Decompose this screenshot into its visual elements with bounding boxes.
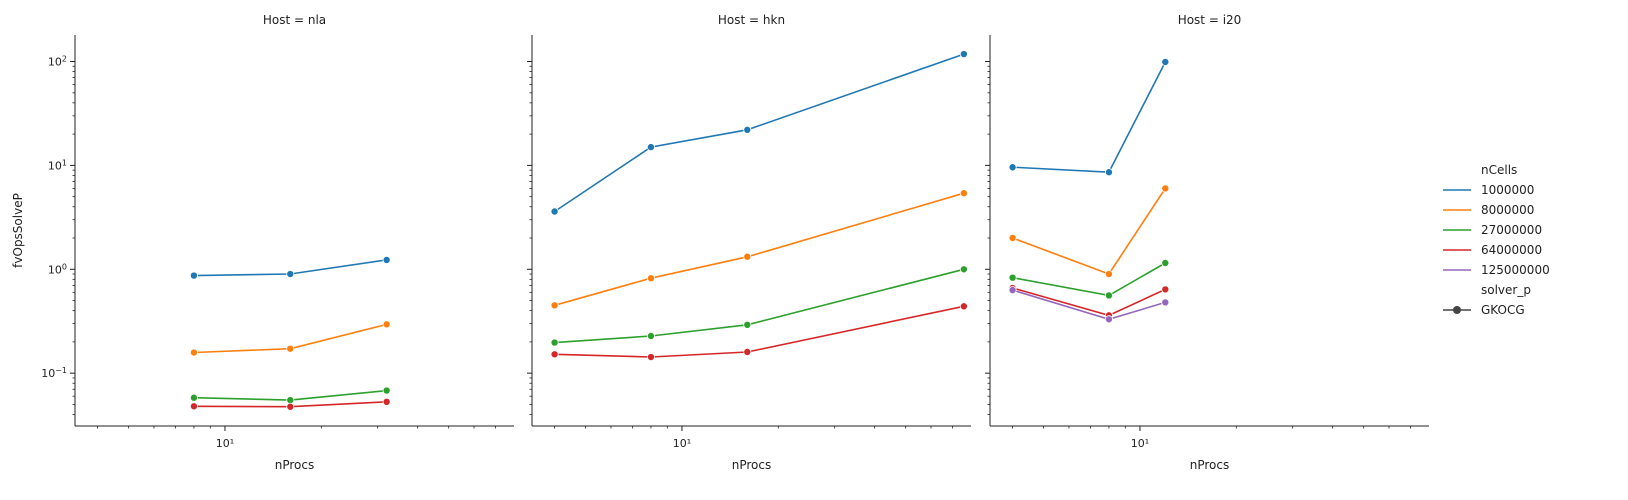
- data-point: [743, 347, 752, 356]
- data-point: [1104, 270, 1113, 279]
- series-1000000: [1008, 57, 1170, 177]
- series-line: [554, 268, 965, 344]
- y-tick-label: 101: [48, 158, 67, 173]
- data-point: [1008, 286, 1017, 295]
- data-point: [743, 320, 752, 329]
- data-point: [959, 302, 968, 311]
- y-tick-label: 10−1: [41, 366, 67, 381]
- data-point: [1161, 258, 1170, 267]
- data-point: [646, 274, 655, 283]
- data-point: [959, 265, 968, 274]
- legend-label: 64000000: [1481, 243, 1542, 257]
- x-axis-label: nProcs: [1190, 458, 1230, 472]
- series-8000000: [550, 189, 968, 310]
- data-point: [1161, 57, 1170, 66]
- series-1000000: [189, 255, 391, 280]
- data-point: [743, 125, 752, 134]
- series-27000000: [550, 265, 968, 347]
- data-point: [646, 143, 655, 152]
- data-point: [550, 350, 559, 359]
- facet-1: Host = nla 10¹ nProcs 10−1 100 101 102 fvOpsSol…: [11, 13, 514, 472]
- legend-style-marker: [1453, 306, 1461, 314]
- x-tick-label: 10¹: [1131, 437, 1149, 450]
- data-point: [189, 348, 198, 357]
- x-axis-label: nProcs: [732, 458, 772, 472]
- data-point: [1161, 285, 1170, 294]
- series-27000000: [1008, 258, 1170, 300]
- data-point: [1008, 273, 1017, 282]
- facet-3: Host = i20 10¹ nProcs: [985, 13, 1429, 472]
- series-27000000: [189, 386, 391, 405]
- legend: nCells 1000000 8000000 27000000 64000000 1250…: [1443, 163, 1550, 317]
- data-point: [1161, 184, 1170, 193]
- legend-label: 27000000: [1481, 223, 1542, 237]
- series-64000000: [550, 302, 968, 362]
- legend-label: 125000000: [1481, 263, 1550, 277]
- data-point: [959, 189, 968, 198]
- data-point: [646, 331, 655, 340]
- data-point: [1104, 168, 1113, 177]
- facet-title: Host = hkn: [718, 13, 785, 27]
- data-point: [550, 338, 559, 347]
- data-point: [959, 50, 968, 59]
- data-point: [382, 255, 391, 264]
- legend-style-label: GKOCG: [1481, 303, 1525, 317]
- facet-title: Host = i20: [1178, 13, 1242, 27]
- data-point: [189, 402, 198, 411]
- data-point: [550, 301, 559, 310]
- facet-title: Host = nla: [263, 13, 326, 27]
- data-point: [286, 270, 295, 279]
- series-line: [1012, 61, 1167, 174]
- data-point: [286, 402, 295, 411]
- series-1000000: [550, 50, 968, 216]
- data-point: [743, 252, 752, 261]
- series-line: [554, 53, 965, 213]
- facet-2: Host = hkn 10¹ nProcs: [527, 13, 971, 472]
- series-line: [554, 192, 965, 307]
- series-64000000: [189, 397, 391, 411]
- x-tick-label: 10¹: [216, 437, 234, 450]
- series-line: [1012, 262, 1166, 297]
- data-point: [382, 320, 391, 329]
- x-axis-label: nProcs: [275, 458, 315, 472]
- legend-hue-title: nCells: [1481, 163, 1517, 177]
- x-tick-label: 10¹: [673, 437, 691, 450]
- series-line: [1012, 187, 1166, 275]
- series-125000000: [1008, 286, 1170, 324]
- data-point: [189, 271, 198, 280]
- data-point: [1104, 291, 1113, 300]
- data-point: [189, 393, 198, 402]
- y-tick-label: 100: [48, 262, 67, 277]
- legend-label: 1000000: [1481, 183, 1534, 197]
- data-point: [1008, 163, 1017, 172]
- data-point: [1008, 234, 1017, 243]
- data-point: [1104, 315, 1113, 324]
- series-line: [554, 305, 965, 358]
- data-point: [646, 353, 655, 362]
- y-axis-label: fvOpsSolveP: [11, 193, 25, 268]
- legend-style-title: solver_p: [1481, 283, 1531, 297]
- data-point: [286, 344, 295, 353]
- data-point: [1161, 298, 1170, 307]
- y-tick-label: 102: [48, 54, 67, 69]
- series-8000000: [189, 320, 391, 357]
- data-point: [286, 396, 295, 405]
- data-point: [382, 386, 391, 395]
- legend-label: 8000000: [1481, 203, 1534, 217]
- data-point: [550, 207, 559, 216]
- series-8000000: [1008, 184, 1170, 279]
- data-point: [382, 397, 391, 406]
